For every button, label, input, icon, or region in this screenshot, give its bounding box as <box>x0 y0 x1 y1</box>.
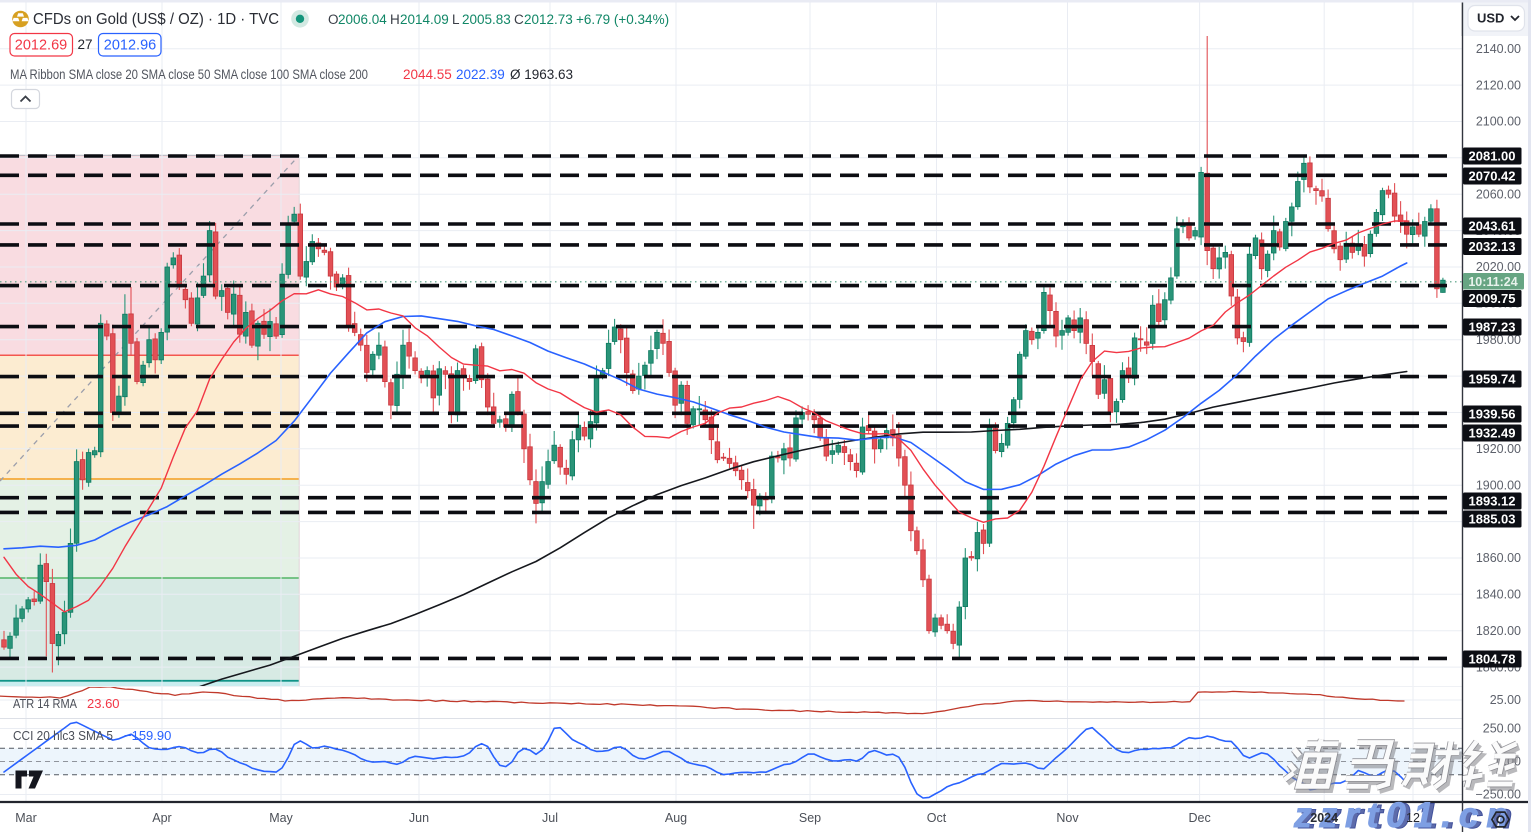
svg-text:1820.00: 1820.00 <box>1476 624 1521 638</box>
svg-text:1920.00: 1920.00 <box>1476 442 1521 456</box>
svg-text:1932.49: 1932.49 <box>1469 426 1516 441</box>
svg-text:1840.00: 1840.00 <box>1476 588 1521 602</box>
svg-text:MA Ribbon SMA close 20 SMA clo: MA Ribbon SMA close 20 SMA close 50 SMA … <box>10 67 368 82</box>
svg-text:L: L <box>452 12 460 27</box>
svg-text:2070.42: 2070.42 <box>1469 169 1516 184</box>
svg-text:Apr: Apr <box>152 811 171 825</box>
svg-text:2060.00: 2060.00 <box>1476 187 1521 201</box>
svg-text:2043.61: 2043.61 <box>1469 219 1516 234</box>
svg-text:CFDs on Gold (US$ / OZ) · 1D ·: CFDs on Gold (US$ / OZ) · 1D · TVC <box>33 11 279 28</box>
svg-text:1959.74: 1959.74 <box>1469 372 1517 387</box>
svg-text:Sep: Sep <box>799 811 821 825</box>
svg-text:−250.00: −250.00 <box>1475 788 1521 802</box>
svg-text:ATR 14 RMA: ATR 14 RMA <box>13 697 78 711</box>
svg-text:2012.73: 2012.73 <box>524 12 573 27</box>
svg-text:1860.00: 1860.00 <box>1476 551 1521 565</box>
svg-text:250.00: 250.00 <box>1483 722 1521 736</box>
svg-text:+6.79 (+0.34%): +6.79 (+0.34%) <box>576 12 669 27</box>
svg-text:2009.75: 2009.75 <box>1469 291 1516 306</box>
svg-text:CCI 20 hlc3 SMA 5: CCI 20 hlc3 SMA 5 <box>13 729 113 743</box>
svg-text:2120.00: 2120.00 <box>1476 78 1521 92</box>
svg-text:2100.00: 2100.00 <box>1476 115 1521 129</box>
svg-text:May: May <box>269 811 293 825</box>
svg-text:1885.03: 1885.03 <box>1469 512 1516 527</box>
svg-text:2012.69: 2012.69 <box>15 38 67 54</box>
svg-text:C: C <box>514 12 524 27</box>
svg-text:1900.00: 1900.00 <box>1476 478 1521 492</box>
svg-text:12: 12 <box>1406 811 1420 825</box>
svg-text:USD: USD <box>1477 11 1504 26</box>
svg-text:2024: 2024 <box>1310 811 1338 825</box>
svg-text:2020.00: 2020.00 <box>1476 260 1521 274</box>
svg-text:zzrt01.cn: zzrt01.cn <box>1293 796 1516 832</box>
svg-text:2140.00: 2140.00 <box>1476 42 1521 56</box>
svg-text:2006.04: 2006.04 <box>338 12 387 27</box>
svg-text:2032.13: 2032.13 <box>1469 239 1516 254</box>
svg-text:Mar: Mar <box>15 811 37 825</box>
svg-text:Ø 1963.63: Ø 1963.63 <box>510 67 573 82</box>
svg-text:1980.00: 1980.00 <box>1476 333 1521 347</box>
svg-text:2012.96: 2012.96 <box>104 38 156 54</box>
svg-text:Oct: Oct <box>927 811 947 825</box>
svg-text:H: H <box>390 12 400 27</box>
svg-text:Nov: Nov <box>1056 811 1079 825</box>
svg-text:1804.78: 1804.78 <box>1469 652 1516 667</box>
svg-text:2005.83: 2005.83 <box>462 12 511 27</box>
svg-text:2044.55: 2044.55 <box>403 67 452 82</box>
svg-text:Aug: Aug <box>665 811 687 825</box>
svg-text:1939.56: 1939.56 <box>1469 407 1516 422</box>
svg-text:2014.09: 2014.09 <box>400 12 449 27</box>
svg-text:−159.90: −159.90 <box>124 728 171 743</box>
svg-text:O: O <box>328 12 339 27</box>
svg-text:27: 27 <box>77 37 92 52</box>
svg-text:Jun: Jun <box>409 811 429 825</box>
svg-text:1893.12: 1893.12 <box>1469 494 1516 509</box>
svg-text:Dec: Dec <box>1188 811 1210 825</box>
svg-text:2081.00: 2081.00 <box>1469 149 1516 164</box>
svg-text:23.60: 23.60 <box>87 696 120 711</box>
svg-text:1987.23: 1987.23 <box>1469 320 1516 335</box>
svg-text:10:11:24: 10:11:24 <box>1468 275 1517 289</box>
svg-text:25.00: 25.00 <box>1490 693 1521 707</box>
svg-text:Jul: Jul <box>542 811 558 825</box>
svg-text:zzrt01.cn: zzrt01.cn <box>1298 797 1521 832</box>
svg-text:2022.39: 2022.39 <box>456 67 505 82</box>
